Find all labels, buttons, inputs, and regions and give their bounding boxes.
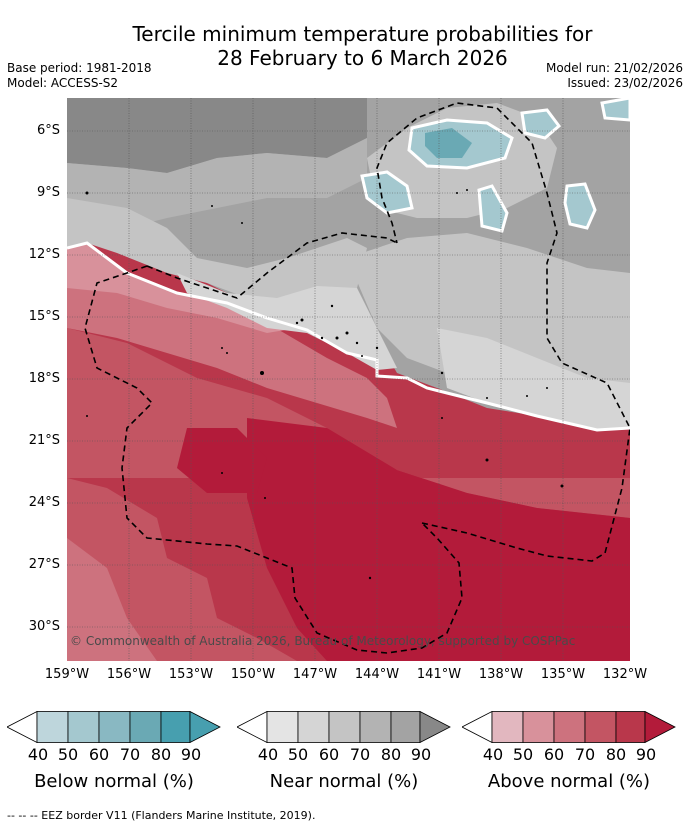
colorbar-near-swatches bbox=[237, 711, 451, 743]
lat-tick-15s: 15°S bbox=[28, 309, 60, 324]
near-90-north bbox=[67, 98, 367, 173]
below-patch-main-core bbox=[425, 128, 472, 158]
cb-below-tick: 90 bbox=[180, 745, 202, 764]
near-60-band bbox=[67, 198, 367, 303]
base-period: Base period: 1981-2018 bbox=[7, 61, 152, 75]
probability-map: © Commonwealth of Australia 2026, Bureau… bbox=[67, 98, 630, 661]
lat-tick-9s: 9°S bbox=[36, 185, 60, 200]
cb-below-tick: 80 bbox=[150, 745, 172, 764]
lon-tick-153w: 153°W bbox=[168, 667, 214, 682]
lon-tick-135w: 135°W bbox=[540, 667, 586, 682]
cb-above-tick: 50 bbox=[512, 745, 534, 764]
meta-left: Base period: 1981-2018 Model: ACCESS-S2 bbox=[7, 61, 152, 91]
lat-tick-12s: 12°S bbox=[28, 247, 60, 262]
islands bbox=[85, 189, 564, 580]
colorbar-below-swatches bbox=[7, 711, 221, 743]
lon-tick-147w: 147°W bbox=[292, 667, 338, 682]
cb-above-tick: 40 bbox=[482, 745, 504, 764]
below-patch-west bbox=[360, 170, 414, 215]
colorbar-below-label: Below normal (%) bbox=[34, 771, 194, 792]
lat-tick-30s: 30°S bbox=[28, 619, 60, 634]
near-50-band bbox=[177, 273, 397, 370]
lon-tick-156w: 156°W bbox=[106, 667, 152, 682]
colorbar-above-swatches bbox=[462, 711, 676, 743]
cb-above-tick: 90 bbox=[635, 745, 657, 764]
lon-tick-141w: 141°W bbox=[416, 667, 462, 682]
lon-tick-159w: 159°W bbox=[44, 667, 90, 682]
cb-below-tick: 70 bbox=[119, 745, 141, 764]
above-90-patch bbox=[177, 428, 267, 493]
cb-below-tick: 60 bbox=[88, 745, 110, 764]
cb-near-tick: 90 bbox=[410, 745, 432, 764]
lon-tick-132w: 132°W bbox=[602, 667, 648, 682]
title-line-1: Tercile minimum temperature probabilitie… bbox=[132, 22, 593, 46]
copyright-notice: © Commonwealth of Australia 2026, Bureau… bbox=[70, 634, 575, 648]
cb-near-tick: 80 bbox=[380, 745, 402, 764]
below-patch-east bbox=[563, 182, 597, 230]
eez-border-east bbox=[146, 102, 630, 562]
cb-below-tick: 40 bbox=[27, 745, 49, 764]
colorbar-above-label: Above normal (%) bbox=[487, 771, 651, 792]
lon-tick-150w: 150°W bbox=[230, 667, 276, 682]
map-title: Tercile minimum temperature probabilitie… bbox=[0, 22, 690, 70]
cb-above-tick: 60 bbox=[543, 745, 565, 764]
lon-tick-138w: 138°W bbox=[478, 667, 524, 682]
lat-tick-21s: 21°S bbox=[28, 433, 60, 448]
lon-tick-144w: 144°W bbox=[354, 667, 400, 682]
model-run: Model run: 21/02/2026 bbox=[545, 61, 683, 75]
above-near-boundary bbox=[67, 241, 630, 432]
cb-near-tick: 40 bbox=[257, 745, 279, 764]
colorbar-below bbox=[7, 711, 221, 743]
near-50-southeast bbox=[437, 328, 630, 430]
cb-near-tick: 60 bbox=[318, 745, 340, 764]
cb-near-tick: 70 bbox=[349, 745, 371, 764]
below-patch-mid bbox=[477, 184, 509, 233]
meta-right: Model run: 21/02/2026 Issued: 23/02/2026 bbox=[546, 61, 683, 91]
cb-near-tick: 50 bbox=[287, 745, 309, 764]
below-patch-corner bbox=[600, 98, 630, 122]
model-name: Model: ACCESS-S2 bbox=[7, 76, 119, 90]
cb-above-tick: 70 bbox=[574, 745, 596, 764]
colorbar-near bbox=[237, 711, 451, 743]
issued-date: Issued: 23/02/2026 bbox=[567, 76, 683, 90]
colorbar-above bbox=[462, 711, 676, 743]
near-60-east bbox=[347, 233, 630, 408]
lat-tick-24s: 24°S bbox=[28, 495, 60, 510]
eez-border-west bbox=[84, 265, 463, 654]
title-line-2: 28 February to 6 March 2026 bbox=[217, 46, 508, 70]
lat-tick-18s: 18°S bbox=[28, 371, 60, 386]
cb-below-tick: 50 bbox=[57, 745, 79, 764]
cb-above-tick: 80 bbox=[605, 745, 627, 764]
eez-legend-note: -- -- -- EEZ border V11 (Flanders Marine… bbox=[7, 809, 316, 822]
colorbar-near-label: Near normal (%) bbox=[269, 771, 419, 792]
lat-tick-27s: 27°S bbox=[28, 557, 60, 572]
near-80-band bbox=[67, 138, 367, 228]
above-60-southwest bbox=[67, 538, 157, 661]
lat-tick-6s: 6°S bbox=[36, 123, 60, 138]
